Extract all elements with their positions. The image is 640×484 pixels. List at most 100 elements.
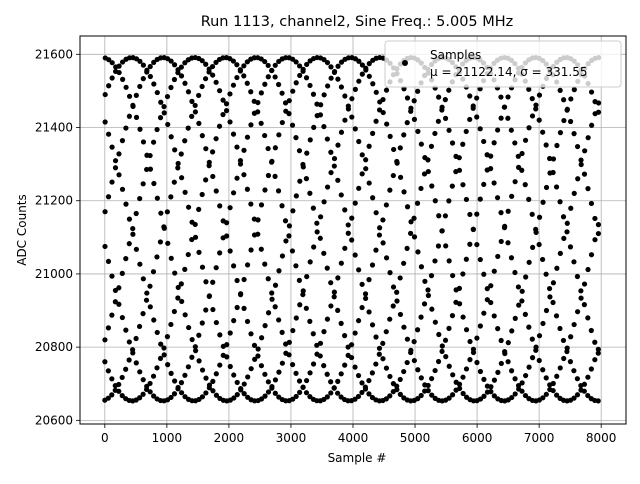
sample-point [328, 379, 334, 385]
sample-point [439, 343, 445, 349]
sample-point [460, 182, 466, 188]
sample-point [137, 58, 143, 64]
sample-point [411, 116, 418, 122]
sample-point [164, 93, 171, 100]
sample-point [415, 396, 421, 402]
sample-point [328, 75, 334, 81]
sample-point [428, 143, 435, 149]
sample-point [331, 289, 337, 295]
sample-point [498, 238, 504, 245]
sample-point [175, 160, 181, 167]
sample-point [206, 159, 212, 165]
sample-point [547, 294, 553, 300]
sample-point [425, 292, 431, 299]
sample-point [536, 117, 542, 123]
sample-point [359, 380, 365, 386]
sample-point [470, 349, 477, 356]
sample-point [324, 59, 331, 66]
sample-point [397, 174, 404, 180]
sample-point [171, 308, 177, 315]
sample-point [106, 131, 112, 137]
sample-point [505, 359, 511, 365]
sample-point [352, 86, 358, 92]
sample-point [265, 389, 272, 395]
sample-point [355, 393, 362, 400]
sample-point [547, 155, 553, 162]
sample-point [338, 129, 345, 135]
sample-point [439, 104, 445, 110]
sample-point [366, 61, 372, 67]
sample-point [470, 226, 476, 233]
sample-point [449, 140, 456, 146]
sample-point [484, 286, 490, 292]
sample-point [401, 189, 407, 195]
sample-point [293, 59, 299, 65]
x-tick-label: 8000 [586, 431, 617, 445]
sample-point [560, 337, 567, 344]
sample-point [422, 382, 428, 388]
sample-point [199, 83, 205, 90]
x-tick-label: 7000 [524, 431, 555, 445]
sample-point [265, 172, 272, 179]
sample-point [509, 394, 515, 401]
sample-point [227, 119, 233, 125]
sample-point [119, 393, 125, 399]
sample-point [491, 140, 497, 146]
sample-point [345, 106, 352, 112]
sample-point [498, 337, 504, 344]
sample-point [328, 149, 334, 155]
sample-point [109, 376, 115, 382]
sample-point [189, 236, 195, 243]
sample-point [571, 321, 577, 328]
sample-point [401, 368, 407, 375]
sample-point [404, 359, 410, 366]
sample-point [296, 63, 303, 69]
sample-point [435, 243, 442, 249]
sample-point [165, 362, 171, 368]
sample-point [234, 62, 240, 68]
sample-point [130, 350, 136, 356]
sample-point [349, 96, 355, 102]
sample-point [338, 260, 344, 266]
sample-point [217, 88, 223, 94]
sample-point [495, 253, 501, 260]
sample-point [143, 297, 150, 303]
sample-point [321, 199, 327, 205]
sample-point [356, 78, 362, 84]
sample-point [495, 326, 501, 332]
sample-point [575, 176, 581, 182]
sample-point [335, 142, 341, 148]
sample-point [533, 102, 539, 108]
sample-point [265, 310, 272, 316]
sample-point [488, 384, 494, 390]
sample-point [234, 175, 240, 181]
sample-point [585, 135, 591, 141]
sample-point [467, 241, 473, 247]
sample-point [206, 382, 213, 388]
sample-point [119, 138, 126, 144]
sample-point [432, 258, 438, 264]
sample-point [481, 138, 487, 145]
sample-point [363, 166, 369, 172]
sample-point [387, 133, 393, 140]
sample-point [227, 205, 233, 211]
sample-point [255, 99, 261, 106]
sample-point [390, 284, 397, 290]
sample-point [491, 268, 497, 274]
sample-point [491, 393, 497, 399]
sample-point [508, 255, 515, 261]
sample-point [595, 346, 601, 352]
sample-point [258, 202, 265, 208]
sample-point [262, 371, 268, 377]
sample-point [241, 276, 247, 283]
sample-point [362, 386, 369, 392]
sample-point [474, 211, 480, 217]
sample-point [120, 76, 126, 82]
sample-point [540, 395, 546, 401]
sample-point [158, 99, 164, 105]
sample-point [592, 215, 598, 222]
sample-point [102, 337, 108, 343]
sample-point [359, 171, 365, 177]
sample-point [366, 143, 372, 149]
sample-point [449, 392, 456, 398]
